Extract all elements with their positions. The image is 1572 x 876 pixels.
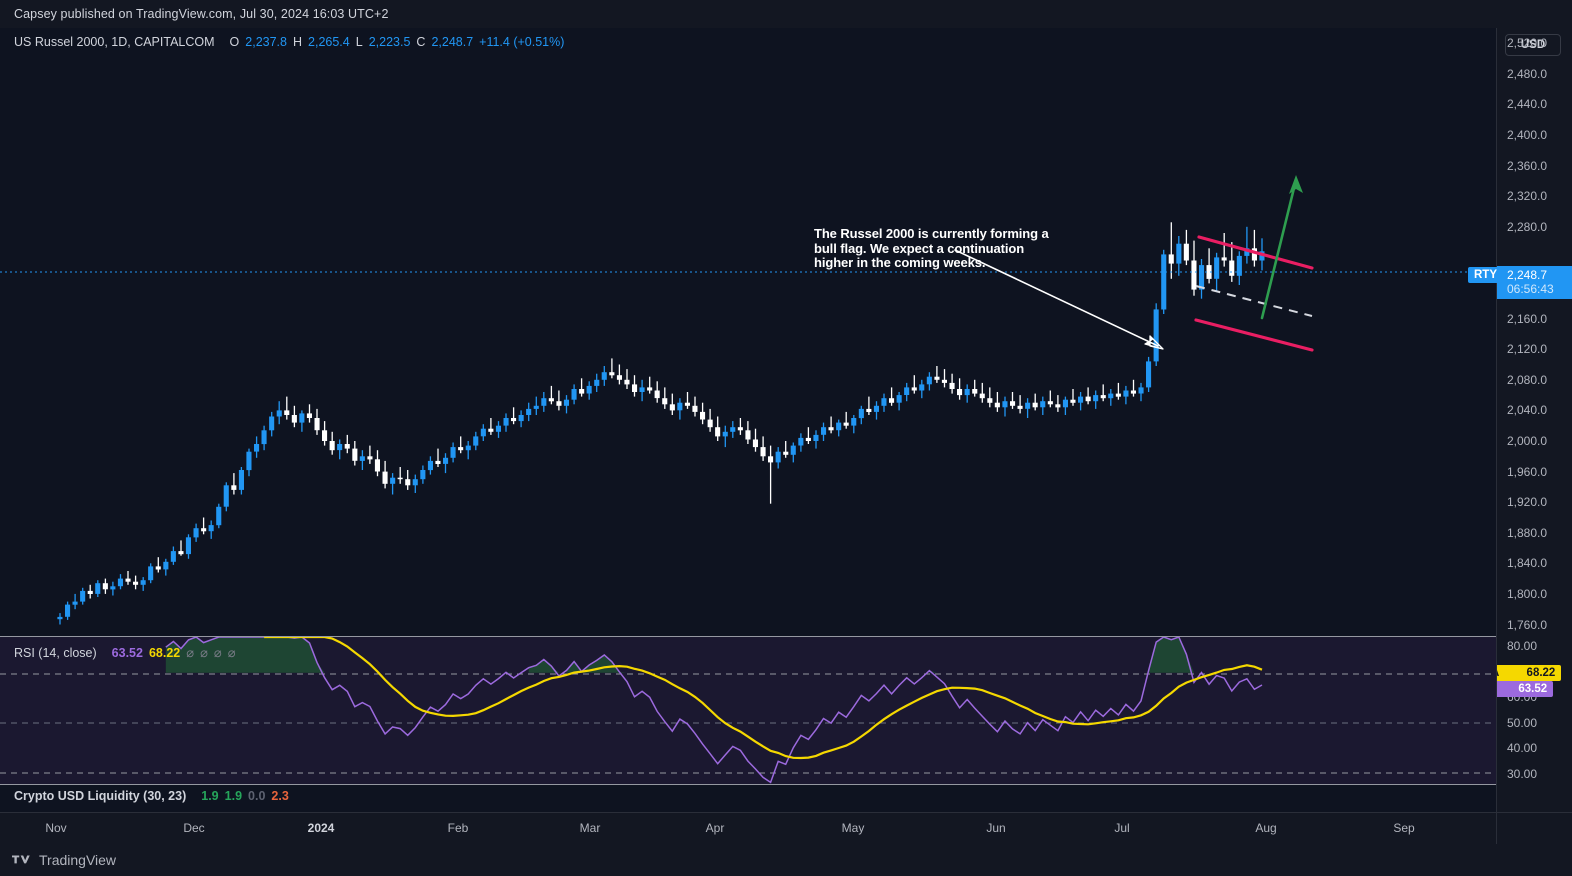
rsi-badge-label: RSI — [1497, 681, 1498, 697]
candlestick-series — [57, 222, 1265, 625]
price-axis-tick: 2,320.0 — [1507, 189, 1548, 204]
price-chart-pane[interactable]: The Russel 2000 is currently forming a b… — [0, 28, 1496, 636]
price-axis-tick: 2,120.0 — [1507, 342, 1548, 357]
time-axis-tick: Sep — [1393, 821, 1415, 835]
rsi-indicator-pane[interactable] — [0, 636, 1496, 785]
tradingview-logo-icon — [12, 855, 30, 864]
footer-bar: TradingView — [0, 844, 1572, 876]
currency-button[interactable]: USD — [1505, 34, 1561, 56]
price-chart-canvas — [0, 175, 1496, 625]
annotation-arrow[interactable] — [954, 249, 1164, 350]
price-axis-tick: 2,080.0 — [1507, 372, 1548, 387]
time-axis-tick: Jul — [1114, 821, 1130, 835]
current-price-value: 2,248.7 — [1507, 268, 1548, 282]
dashed-midline[interactable] — [1195, 285, 1313, 317]
rsi-canvas — [0, 637, 1496, 784]
time-axis-corner — [1496, 813, 1572, 845]
rsi-badge-value: 63.52 — [1497, 681, 1554, 697]
rsi-axis-badge[interactable]: RSI 63.52 — [1497, 681, 1554, 697]
rsi-axis-tick: 40.00 — [1507, 741, 1538, 756]
rsi-axis-tick: 50.00 — [1507, 715, 1538, 730]
rsi-ma-badge-value: 68.22 — [1505, 665, 1562, 681]
price-axis-tick: 2,480.0 — [1507, 66, 1548, 81]
rsi-ma-badge-label: RSI-based MA — [1497, 665, 1506, 681]
time-axis-tick: Nov — [45, 821, 67, 835]
rsi-line[interactable] — [165, 637, 1263, 784]
price-axis-tick: 2,040.0 — [1507, 403, 1548, 418]
price-axis-tick: 1,960.0 — [1507, 464, 1548, 479]
publisher-bar: Capsey published on TradingView.com, Jul… — [0, 0, 1572, 28]
chart-annotation-text: The Russel 2000 is currently forming a b… — [814, 226, 1049, 271]
time-axis-tick: Jun — [986, 821, 1006, 835]
time-axis-tick: Apr — [705, 821, 725, 835]
bar-countdown: 06:56:43 — [1507, 282, 1554, 296]
bull-flag-upper-channel[interactable] — [1197, 235, 1314, 270]
price-axis-tick: 1,880.0 — [1507, 525, 1548, 540]
time-axis-tick: Aug — [1255, 821, 1277, 835]
price-axis-tick: 2,440.0 — [1507, 97, 1548, 112]
time-axis-tick: Mar — [579, 821, 601, 835]
rsi-based-ma-line[interactable] — [264, 637, 1263, 760]
rsi-overbought-fill — [165, 637, 1210, 673]
time-axis-tick: Dec — [183, 821, 205, 835]
rsi-axis-tick: 80.00 — [1507, 639, 1538, 654]
time-axis-tick: 2024 — [307, 821, 335, 835]
price-axis[interactable]: USD 2,520.0 2,480.0 2,440.0 2,400.0 2,360.0 2… — [1496, 28, 1572, 812]
rsi-ma-axis-badge[interactable]: RSI-based MA 68.22 — [1497, 665, 1562, 681]
price-axis-tick: 1,760.0 — [1507, 617, 1548, 632]
price-axis-tick: 2,520.0 — [1507, 36, 1548, 51]
price-axis-tick: 1,920.0 — [1507, 495, 1548, 510]
rsi-axis-tick: 30.00 — [1507, 766, 1538, 781]
price-axis-tick: 2,360.0 — [1507, 158, 1548, 173]
liquidity-indicator-pane[interactable] — [0, 784, 1496, 813]
price-axis-tick: 2,000.0 — [1507, 433, 1548, 448]
series-tag-rty[interactable]: RTY — [1468, 267, 1503, 283]
current-price-badge[interactable]: 2,248.7 06:56:43 — [1497, 266, 1572, 299]
time-axis-tick: Feb — [447, 821, 469, 835]
price-axis-tick: 1,840.0 — [1507, 556, 1548, 571]
price-axis-tick: 1,800.0 — [1507, 586, 1548, 601]
breakout-arrow[interactable] — [1260, 175, 1303, 320]
time-axis[interactable]: Nov Dec 2024 Feb Mar Apr May Jun Jul Aug Sep — [0, 812, 1572, 845]
tradingview-brand-label: TradingView — [39, 852, 117, 868]
price-axis-tick: 2,400.0 — [1507, 128, 1548, 143]
publisher-text: Capsey published on TradingView.com, Jul… — [14, 7, 389, 21]
bull-flag-lower-channel[interactable] — [1194, 318, 1314, 352]
time-axis-tick: May — [841, 821, 865, 835]
price-axis-tick: 2,160.0 — [1507, 311, 1548, 326]
price-axis-tick: 2,280.0 — [1507, 219, 1548, 234]
